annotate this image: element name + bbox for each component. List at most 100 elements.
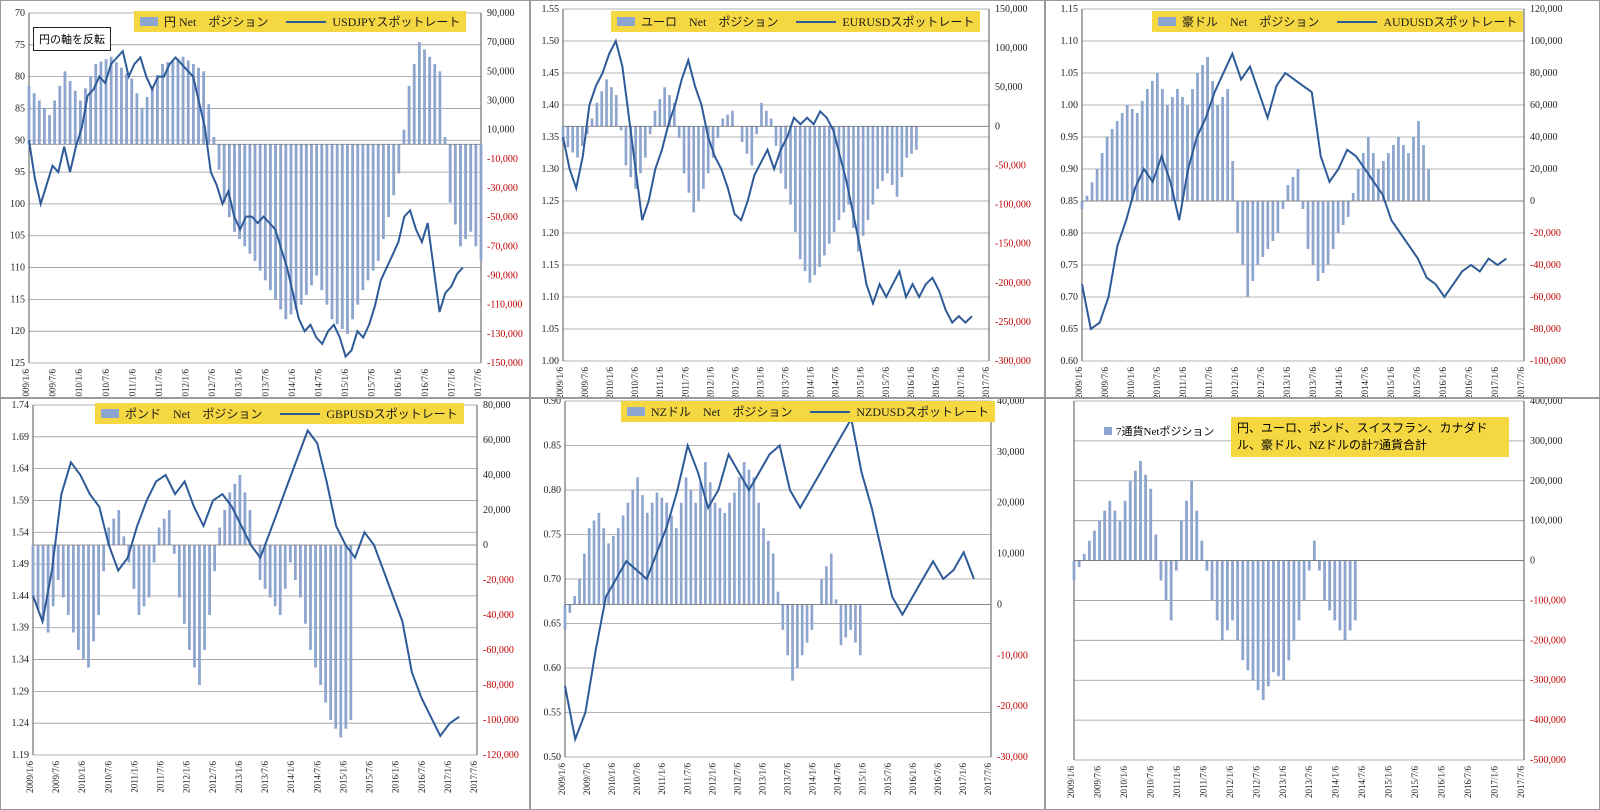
right-tick-label: -40,000 xyxy=(483,610,514,621)
left-tick-label: 1.00 xyxy=(542,356,560,367)
net-position-bar xyxy=(227,144,231,218)
net-position-bar xyxy=(827,126,831,244)
x-tick-label: 2009/1/6 xyxy=(555,367,565,397)
legend-aud: 豪ドル Net ポジション AUDUSDスポットレート xyxy=(1152,11,1524,32)
net-position-bar xyxy=(561,126,565,142)
net-position-bar xyxy=(167,510,171,545)
left-tick-label: 0.50 xyxy=(544,752,562,763)
net-position-bar xyxy=(776,591,780,605)
net-position-bar xyxy=(438,71,442,145)
right-tick-label: -400,000 xyxy=(1530,715,1566,726)
net-position-bar xyxy=(697,126,700,201)
net-position-bar xyxy=(273,545,277,607)
net-position-bar xyxy=(1169,560,1173,621)
right-tick-label: -70,000 xyxy=(487,241,518,252)
net-position-bar xyxy=(1098,520,1101,561)
right-tick-label: -10,000 xyxy=(487,154,518,165)
right-tick-label: -150,000 xyxy=(487,358,523,369)
net-position-bar xyxy=(1282,560,1286,681)
legend-bar-swatch xyxy=(617,17,635,26)
x-tick-label: 2015/1/6 xyxy=(1386,367,1396,397)
net-position-bar xyxy=(142,545,146,607)
net-position-bar xyxy=(36,545,40,610)
net-position-bar xyxy=(711,126,715,158)
right-tick-label: 100,000 xyxy=(1530,36,1563,47)
axis-note: 円の軸を反転 xyxy=(33,27,111,51)
x-tick-label: 2015/1/6 xyxy=(1384,766,1394,799)
spot-rate-line xyxy=(32,428,460,738)
x-tick-label: 2009/7/6 xyxy=(1100,367,1110,397)
net-position-bar xyxy=(1120,113,1124,201)
net-position-bar xyxy=(684,477,688,605)
left-tick-label: 0.75 xyxy=(544,530,562,541)
net-position-bar xyxy=(668,95,671,127)
x-tick-label: 2017/7/6 xyxy=(1516,766,1526,799)
net-position-bar xyxy=(737,477,741,605)
left-tick-label: 0.70 xyxy=(544,574,562,585)
net-position-bar xyxy=(1130,109,1134,201)
net-position-bar xyxy=(1087,540,1091,561)
x-tick-label: 2012/7/6 xyxy=(1256,367,1266,397)
x-tick-label: 2011/7/6 xyxy=(682,763,692,795)
x-tick-label: 2013/7/6 xyxy=(781,367,791,397)
net-position-bar xyxy=(905,126,909,158)
x-tick-label: 2009/7/6 xyxy=(1092,766,1102,799)
spot-rate-line xyxy=(1081,51,1507,331)
net-position-bar xyxy=(402,129,406,145)
net-position-bar xyxy=(595,102,599,127)
net-position-bar xyxy=(238,144,242,240)
net-position-bar xyxy=(665,502,668,605)
right-tick-label: -60,000 xyxy=(1530,292,1561,303)
spot-rate-line xyxy=(562,38,973,325)
right-tick-label: 120,000 xyxy=(1530,4,1563,15)
net-position-bar xyxy=(612,535,615,605)
net-position-bar xyxy=(433,64,437,145)
left-tick-label: 1.59 xyxy=(12,495,30,506)
net-position-bar xyxy=(1115,121,1119,201)
net-position-bar xyxy=(177,545,181,598)
net-position-bar xyxy=(268,545,272,598)
right-tick-label: 80,000 xyxy=(483,400,511,411)
net-position-bar xyxy=(233,144,236,232)
net-position-bar xyxy=(1251,201,1255,281)
net-position-bar xyxy=(387,144,390,218)
net-position-bar xyxy=(1261,201,1265,257)
x-tick-label: 2010/1/6 xyxy=(77,761,87,794)
left-tick-label: 1.19 xyxy=(12,750,30,761)
net-position-bar xyxy=(203,545,206,650)
panel-aud: 0.60 0.65 0.70 0.75 0.80 0.85 0.90 0.95 1.00 1.05… xyxy=(1045,0,1600,398)
net-position-bar xyxy=(1186,105,1189,201)
net-position-bar xyxy=(1301,201,1305,209)
net-position-bar xyxy=(1402,145,1405,201)
x-tick-label: 2011/7/6 xyxy=(680,367,690,397)
net-position-bar xyxy=(278,545,282,615)
x-tick-label: 2011/7/6 xyxy=(154,369,164,397)
net-position-bar xyxy=(823,126,826,256)
net-position-bar xyxy=(258,545,262,580)
net-position-bar xyxy=(66,545,70,615)
left-tick-label: 90 xyxy=(15,135,25,146)
left-tick-label: 0.85 xyxy=(544,441,562,452)
right-tick-label: 90,000 xyxy=(487,8,515,19)
x-tick-label: 2017/7/6 xyxy=(473,369,483,397)
net-position-bar xyxy=(1321,201,1325,273)
x-tick-label: 2015/1/6 xyxy=(338,761,348,794)
net-position-bar xyxy=(566,126,570,148)
net-position-bar xyxy=(837,126,841,221)
right-tick-label: 30,000 xyxy=(997,447,1025,458)
net-position-bar xyxy=(63,71,67,145)
right-tick-label: 150,000 xyxy=(995,4,1028,15)
net-position-bar xyxy=(1226,89,1230,201)
net-position-bar xyxy=(423,49,426,145)
net-position-bar xyxy=(563,604,567,630)
legend-line-swatch xyxy=(1337,20,1378,23)
net-position-bar xyxy=(818,126,821,268)
legend-nzd: NZドル Net ポジション NZDUSDスポットレート xyxy=(621,401,995,422)
legend-bar-swatch xyxy=(101,409,119,418)
net-position-bar xyxy=(704,462,707,605)
spot-rate-line xyxy=(564,415,975,743)
net-position-bar xyxy=(299,545,302,598)
net-position-bar xyxy=(692,126,696,213)
net-position-bar xyxy=(213,545,217,572)
panel-eur: 1.00 1.05 1.10 1.15 1.20 1.25 1.30 1.35 1.40 1.45… xyxy=(530,0,1045,398)
